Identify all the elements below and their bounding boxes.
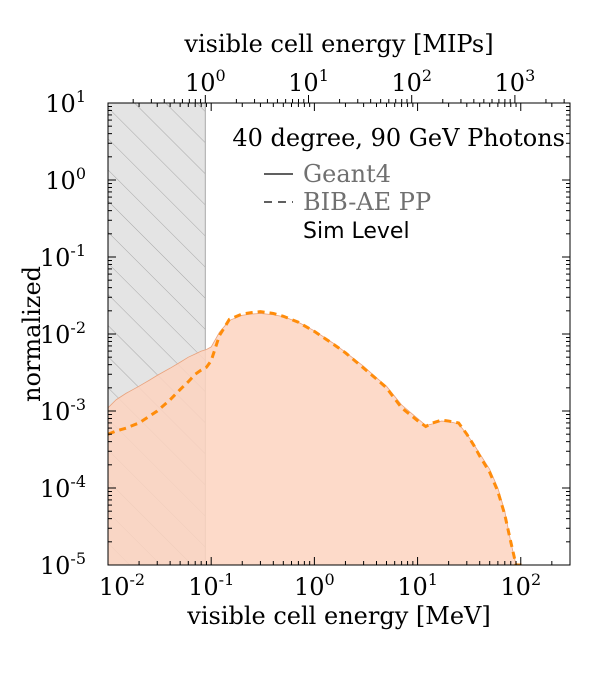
top-axis-title: visible cell energy [MIPs]: [183, 30, 493, 58]
top-axis-tick-label: 103: [495, 66, 536, 97]
legend-bib-ae-pp-label: BIB-AE PP: [303, 188, 431, 216]
y-tick-label: 100: [45, 164, 86, 195]
top-axis-tick-label: 102: [391, 66, 432, 97]
y-tick-label: 10-4: [40, 472, 86, 503]
legend: Geant4 BIB-AE PP Sim Level: [264, 160, 431, 244]
top-axis-ticks: [132, 95, 565, 103]
y-tick-label: 10-5: [40, 549, 86, 580]
series-bib-ae-pp-line: [108, 310, 524, 565]
top-axis-tick-labels: 100 101 102 103: [185, 66, 535, 97]
x-tick-label: 101: [397, 570, 438, 601]
y-tick-label: 10-3: [40, 395, 86, 426]
top-axis-tick-label: 100: [185, 66, 226, 97]
y-axis-tick-labels: 10-5 10-4 10-3 10-2 10-1 100 101: [40, 87, 86, 580]
legend-geant4-label: Geant4: [303, 160, 391, 188]
x-tick-label: 10-2: [99, 570, 145, 601]
y-tick-label: 10-1: [40, 241, 86, 272]
chart-title: 40 degree, 90 GeV Photons: [232, 124, 565, 152]
top-axis-tick-label: 101: [288, 66, 329, 97]
legend-sim-level-note: Sim Level: [303, 219, 410, 244]
x-tick-label: 102: [500, 570, 541, 601]
x-axis-tick-labels: 10-2 10-1 100 101 102: [99, 570, 541, 601]
y-tick-label: 10-2: [40, 318, 86, 349]
x-axis-title: visible cell energy [MeV]: [186, 602, 490, 630]
plot-area: [108, 310, 524, 565]
x-tick-label: 10-1: [188, 570, 234, 601]
x-tick-label: 100: [294, 570, 335, 601]
y-tick-label: 101: [45, 87, 86, 118]
y-axis-title: normalized: [18, 266, 46, 402]
y-axis-ticks: [108, 102, 570, 566]
